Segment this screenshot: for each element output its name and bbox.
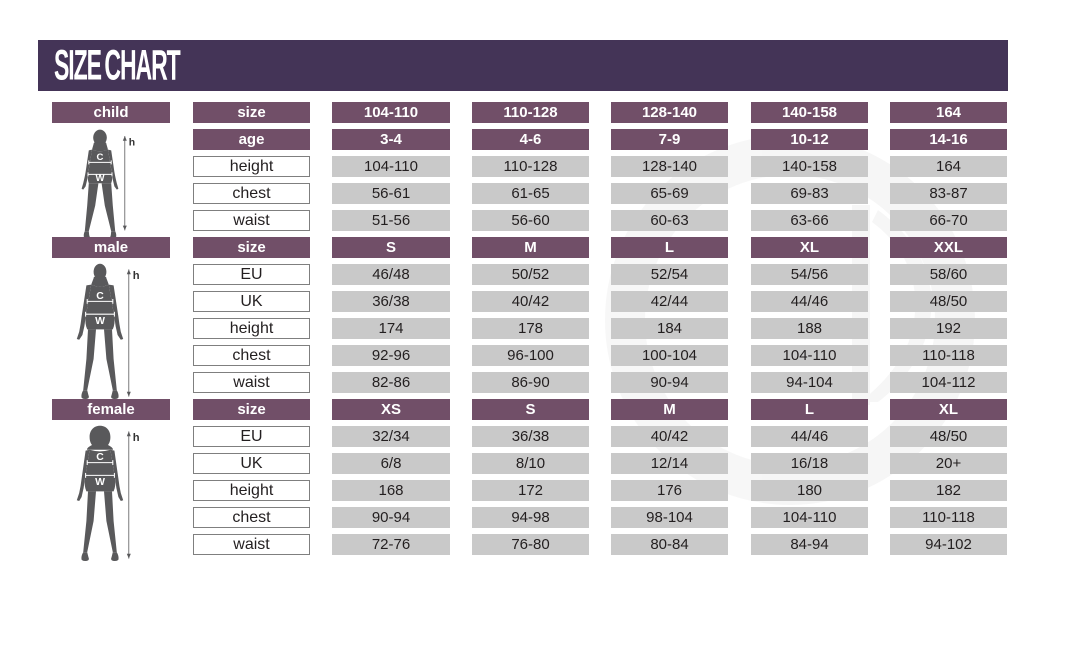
svg-text:C: C (96, 291, 104, 302)
svg-text:h: h (129, 138, 135, 149)
svg-text:C: C (96, 452, 104, 463)
svg-text:h: h (133, 432, 140, 444)
svg-text:W: W (95, 173, 105, 184)
svg-text:C: C (97, 152, 104, 163)
svg-text:W: W (95, 477, 105, 488)
svg-text:W: W (95, 316, 105, 327)
svg-text:h: h (133, 270, 140, 282)
